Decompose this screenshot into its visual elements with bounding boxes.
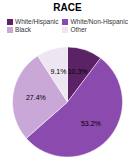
svg-text:53.2%: 53.2% [81,120,101,127]
html-text:Black: Black [15,26,31,33]
svg-text:27.4%: 27.4% [26,94,46,101]
html-text:RACE: RACE [53,2,82,13]
svg-text:10.3%: 10.3% [68,68,88,75]
html-text:White/Non-Hispanic: White/Non-Hispanic [70,18,128,25]
html-text:White/Hispanic: White/Hispanic [15,18,59,25]
html-text:Other: Other [70,26,87,33]
svg-text:9.1%: 9.1% [51,68,67,75]
